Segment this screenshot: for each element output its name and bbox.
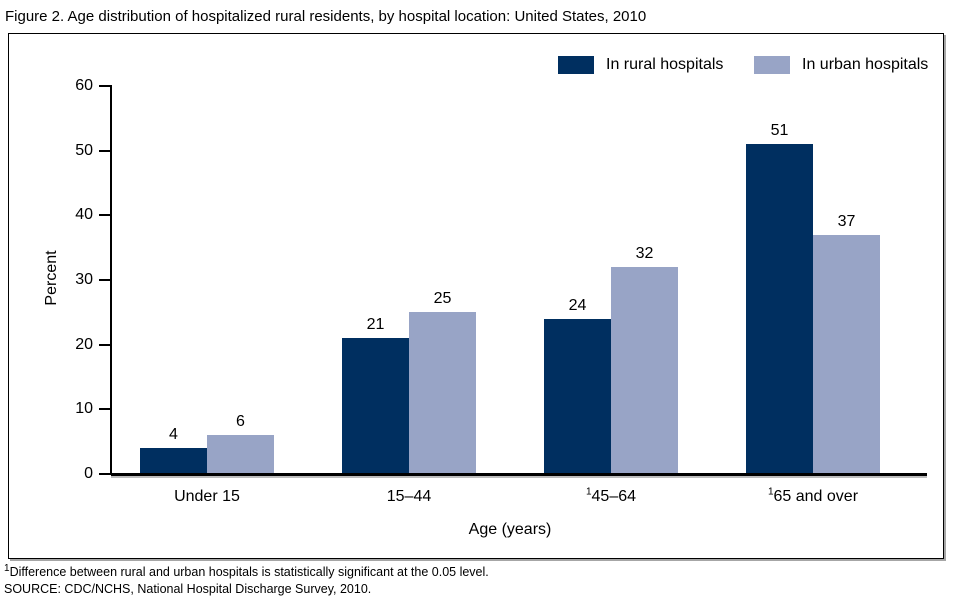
legend-item: In urban hospitals	[754, 56, 928, 74]
y-tick-label: 30	[75, 271, 93, 288]
bar-value-label: 6	[236, 413, 245, 430]
legend-label: In urban hospitals	[802, 56, 929, 73]
footnote-line: SOURCE: CDC/NCHS, National Hospital Disc…	[4, 582, 372, 596]
bar-value-label: 21	[366, 316, 385, 333]
y-tick	[99, 408, 111, 411]
category-footnote-marker: 1	[767, 486, 774, 498]
y-tick-label: 50	[75, 141, 93, 159]
bar-value-label: 37	[837, 213, 856, 230]
category-footnote-marker: 1	[585, 486, 592, 498]
bar-value-label: 24	[568, 297, 587, 314]
category-label: 15–44	[386, 488, 432, 505]
y-tick-label: 60	[75, 77, 93, 94]
y-tick	[99, 149, 111, 152]
bar-rural	[544, 319, 611, 474]
y-tick	[99, 343, 111, 346]
chart-frame: In rural hospitals In urban hospitals Per…	[8, 33, 944, 559]
bar-rural	[140, 448, 207, 474]
y-tick-label: 20	[75, 335, 93, 353]
y-tick-label: 0	[84, 465, 93, 482]
bar-value-label: 4	[169, 426, 178, 443]
y-tick	[99, 473, 111, 475]
category-label: Under 15	[174, 488, 240, 505]
bar-value-label: 32	[635, 245, 654, 262]
footnotes: 1Difference between rural and urban hosp…	[4, 562, 489, 598]
y-tick	[99, 214, 111, 217]
legend-label: In rural hospitals	[606, 56, 724, 73]
category-label: 145–64	[585, 486, 637, 505]
footnote-marker: 1	[4, 562, 10, 574]
y-tick	[99, 85, 111, 87]
legend-swatch-rural	[558, 56, 594, 74]
y-tick-label: 40	[75, 206, 93, 224]
x-axis-title: Age (years)	[468, 521, 552, 538]
bar-urban	[611, 267, 678, 474]
bar-urban	[207, 435, 274, 474]
figure-title: Figure 2. Age distribution of hospitaliz…	[5, 8, 647, 25]
bar-value-label: 25	[433, 290, 452, 307]
footnote-line: 1Difference between rural and urban hosp…	[4, 562, 489, 579]
y-axis-line	[110, 85, 112, 475]
bar-rural	[342, 338, 409, 474]
legend-swatch-urban	[754, 56, 790, 74]
y-tick	[99, 279, 111, 281]
category-label: 165 and over	[767, 486, 859, 505]
bar-rural	[746, 144, 813, 474]
bar-urban	[813, 235, 880, 474]
bar-urban	[409, 312, 476, 474]
legend-item: In rural hospitals	[558, 56, 723, 74]
y-tick-label: 10	[75, 400, 93, 418]
x-axis-line	[111, 473, 927, 476]
bar-value-label: 51	[770, 122, 789, 139]
